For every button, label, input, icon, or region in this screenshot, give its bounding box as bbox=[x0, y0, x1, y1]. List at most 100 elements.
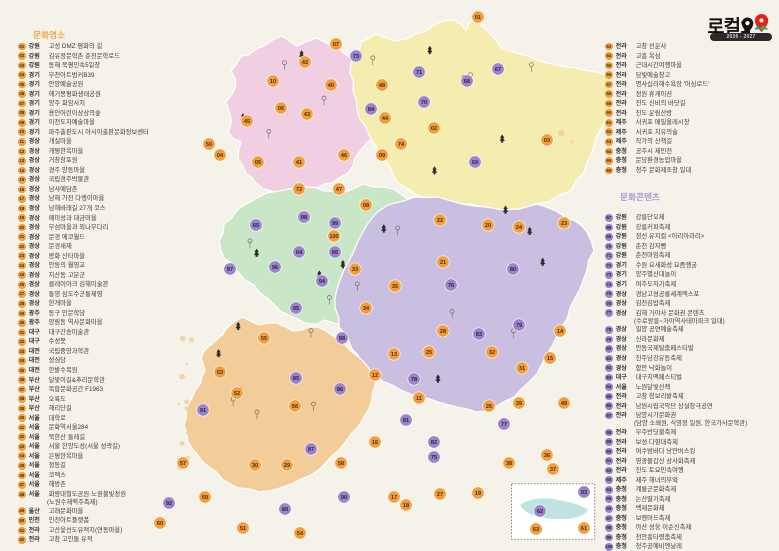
svg-text:11: 11 bbox=[416, 396, 422, 402]
svg-text:95: 95 bbox=[293, 306, 299, 312]
svg-text:38: 38 bbox=[506, 461, 512, 467]
svg-text:87: 87 bbox=[308, 447, 314, 453]
svg-text:97: 97 bbox=[227, 267, 233, 273]
svg-text:53: 53 bbox=[217, 370, 223, 376]
svg-text:40: 40 bbox=[328, 83, 334, 89]
svg-text:49: 49 bbox=[561, 401, 567, 407]
svg-text:20: 20 bbox=[485, 223, 491, 229]
svg-text:22: 22 bbox=[437, 218, 443, 224]
svg-text:83: 83 bbox=[476, 332, 482, 338]
svg-text:14: 14 bbox=[557, 329, 564, 335]
svg-text:69: 69 bbox=[472, 160, 478, 166]
svg-text:47: 47 bbox=[336, 187, 342, 193]
svg-text:17: 17 bbox=[391, 495, 397, 501]
svg-text:39: 39 bbox=[516, 401, 522, 407]
svg-text:76: 76 bbox=[448, 283, 454, 289]
svg-text:09: 09 bbox=[379, 153, 385, 159]
svg-text:03: 03 bbox=[544, 138, 550, 144]
svg-text:36: 36 bbox=[544, 453, 550, 459]
svg-text:05: 05 bbox=[255, 160, 261, 166]
svg-text:98: 98 bbox=[301, 215, 307, 221]
svg-text:79: 79 bbox=[516, 323, 522, 329]
svg-text:78: 78 bbox=[411, 377, 417, 383]
svg-text:88: 88 bbox=[339, 336, 345, 342]
svg-text:57: 57 bbox=[180, 461, 186, 467]
svg-text:16: 16 bbox=[372, 440, 378, 446]
svg-text:31: 31 bbox=[519, 366, 525, 372]
svg-text:90: 90 bbox=[341, 495, 347, 501]
svg-text:10: 10 bbox=[270, 79, 276, 85]
svg-text:45: 45 bbox=[244, 119, 250, 125]
svg-text:51: 51 bbox=[240, 526, 246, 532]
svg-text:12: 12 bbox=[372, 373, 378, 379]
svg-text:46: 46 bbox=[341, 153, 347, 159]
svg-text:84: 84 bbox=[368, 107, 375, 113]
svg-text:44: 44 bbox=[382, 116, 389, 122]
svg-text:62: 62 bbox=[537, 509, 543, 515]
svg-text:41: 41 bbox=[296, 160, 302, 166]
svg-text:18: 18 bbox=[403, 503, 409, 509]
svg-text:85: 85 bbox=[293, 376, 299, 382]
svg-text:33: 33 bbox=[352, 267, 358, 273]
svg-text:30: 30 bbox=[252, 463, 258, 469]
svg-text:04: 04 bbox=[217, 153, 224, 159]
svg-text:82: 82 bbox=[431, 440, 437, 446]
svg-text:07: 07 bbox=[333, 42, 339, 48]
svg-text:61: 61 bbox=[581, 526, 587, 532]
svg-text:42: 42 bbox=[302, 60, 308, 66]
svg-text:66: 66 bbox=[332, 250, 338, 256]
svg-text:52: 52 bbox=[234, 391, 240, 397]
svg-text:29: 29 bbox=[284, 463, 290, 469]
svg-text:19: 19 bbox=[475, 491, 481, 497]
svg-text:13: 13 bbox=[391, 352, 397, 358]
svg-text:92: 92 bbox=[166, 501, 172, 507]
svg-text:54: 54 bbox=[297, 531, 304, 537]
svg-text:91: 91 bbox=[200, 408, 206, 414]
svg-text:67: 67 bbox=[495, 67, 501, 73]
svg-text:65: 65 bbox=[253, 223, 259, 229]
svg-text:01: 01 bbox=[475, 15, 481, 21]
svg-text:43: 43 bbox=[304, 112, 310, 118]
svg-text:06: 06 bbox=[278, 106, 284, 112]
svg-text:86: 86 bbox=[337, 387, 343, 393]
svg-text:21: 21 bbox=[440, 260, 446, 266]
svg-text:35: 35 bbox=[392, 284, 398, 290]
svg-text:64: 64 bbox=[296, 250, 303, 256]
svg-text:73: 73 bbox=[353, 54, 359, 60]
svg-text:08: 08 bbox=[363, 203, 369, 209]
svg-text:68: 68 bbox=[464, 79, 470, 85]
svg-text:15: 15 bbox=[547, 356, 553, 362]
svg-text:77: 77 bbox=[501, 422, 507, 428]
svg-text:75: 75 bbox=[431, 455, 437, 461]
svg-text:55: 55 bbox=[261, 336, 267, 342]
svg-text:32: 32 bbox=[489, 350, 495, 356]
svg-text:23: 23 bbox=[561, 221, 567, 227]
svg-text:26: 26 bbox=[486, 404, 492, 410]
svg-text:96: 96 bbox=[272, 265, 278, 271]
svg-text:71: 71 bbox=[416, 70, 422, 76]
svg-text:28: 28 bbox=[440, 329, 446, 335]
svg-text:70: 70 bbox=[421, 100, 427, 106]
svg-text:100: 100 bbox=[329, 234, 338, 240]
svg-text:48: 48 bbox=[379, 83, 385, 89]
svg-text:27: 27 bbox=[437, 492, 443, 498]
svg-text:81: 81 bbox=[403, 418, 409, 424]
svg-text:58: 58 bbox=[338, 461, 344, 467]
svg-text:63: 63 bbox=[533, 527, 539, 533]
svg-text:93: 93 bbox=[581, 490, 587, 496]
svg-text:24: 24 bbox=[516, 225, 523, 231]
svg-text:37: 37 bbox=[550, 467, 556, 473]
svg-text:94: 94 bbox=[319, 279, 326, 285]
svg-text:99: 99 bbox=[332, 221, 338, 227]
svg-text:59: 59 bbox=[202, 495, 208, 501]
svg-text:50: 50 bbox=[206, 142, 212, 148]
svg-text:80: 80 bbox=[510, 267, 516, 273]
svg-text:02: 02 bbox=[431, 126, 437, 132]
svg-text:72: 72 bbox=[296, 187, 302, 193]
svg-text:56: 56 bbox=[292, 404, 298, 410]
svg-text:60: 60 bbox=[157, 521, 163, 527]
svg-text:74: 74 bbox=[398, 142, 405, 148]
svg-text:34: 34 bbox=[363, 306, 370, 312]
svg-text:25: 25 bbox=[426, 350, 432, 356]
svg-text:89: 89 bbox=[282, 507, 288, 513]
